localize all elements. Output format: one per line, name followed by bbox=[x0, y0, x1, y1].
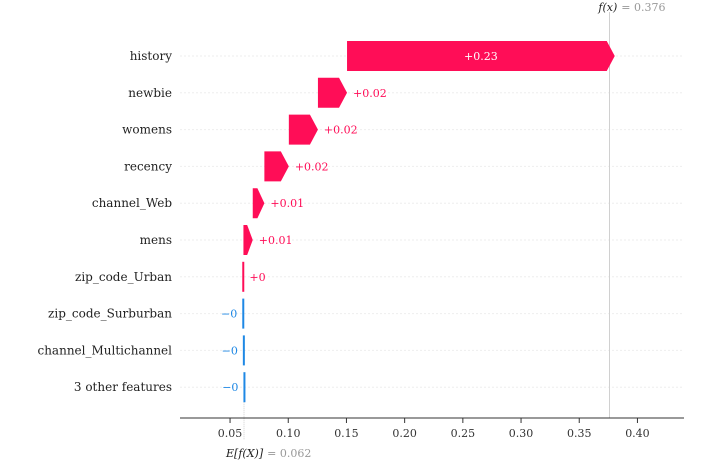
feature-label: mens bbox=[140, 233, 172, 247]
value-label: +0.02 bbox=[295, 160, 329, 173]
x-tick-label: 0.10 bbox=[276, 427, 301, 440]
value-label: +0.23 bbox=[464, 50, 498, 63]
value-label: +0.01 bbox=[270, 197, 304, 210]
annotations: f(x) = 0.376 E[f(X)] = 0.062 bbox=[225, 1, 665, 460]
feature-label: history bbox=[130, 49, 173, 63]
bar bbox=[242, 335, 245, 366]
feature-label: recency bbox=[124, 159, 172, 173]
value-label: −0 bbox=[221, 308, 237, 321]
bar bbox=[264, 151, 289, 182]
x-tick-label: 0.25 bbox=[451, 427, 476, 440]
feature-label: 3 other features bbox=[74, 380, 172, 394]
bar bbox=[317, 77, 348, 108]
value-label: +0.02 bbox=[324, 124, 358, 137]
feature-labels: history newbie womens recency channel_Webmen… bbox=[37, 49, 172, 394]
final-value-label: f(x) = 0.376 bbox=[597, 1, 665, 14]
feature-label: channel_Multichannel bbox=[37, 343, 172, 357]
value-label: +0 bbox=[249, 271, 265, 284]
feature-label: newbie bbox=[128, 86, 172, 100]
bar bbox=[243, 225, 253, 255]
value-label: −0 bbox=[222, 344, 238, 357]
x-tick-label: 0.05 bbox=[218, 427, 243, 440]
bar bbox=[288, 114, 318, 145]
feature-label: zip_code_Urban bbox=[75, 270, 172, 284]
x-tick-label: 0.30 bbox=[509, 427, 534, 440]
bar bbox=[242, 298, 245, 329]
x-tick-label: 0.40 bbox=[625, 427, 650, 440]
row-gridlines bbox=[180, 55, 684, 388]
feature-label: channel_Web bbox=[92, 196, 172, 210]
base-value-label: E[f(X)] = 0.062 bbox=[225, 447, 311, 460]
value-label: +0.02 bbox=[353, 87, 387, 100]
x-tick-label: 0.15 bbox=[334, 427, 359, 440]
x-axis: 0.05 0.10 0.15 0.20 0.25 0.30 0.35 0.40 bbox=[180, 417, 684, 440]
bar bbox=[242, 261, 245, 292]
bar bbox=[347, 41, 615, 71]
bar bbox=[243, 372, 246, 403]
x-tick-label: 0.35 bbox=[567, 427, 592, 440]
feature-label: womens bbox=[122, 123, 172, 137]
value-label: −0 bbox=[222, 381, 238, 394]
value-label: +0.01 bbox=[259, 234, 293, 247]
feature-label: zip_code_Surburban bbox=[48, 307, 172, 321]
bar bbox=[252, 188, 265, 219]
x-tick-label: 0.20 bbox=[392, 427, 417, 440]
bars-group: +0.23 +0.02 +0.02 +0.02 +0.01 +0.01 +0 −0 −0 −0 bbox=[221, 41, 615, 403]
